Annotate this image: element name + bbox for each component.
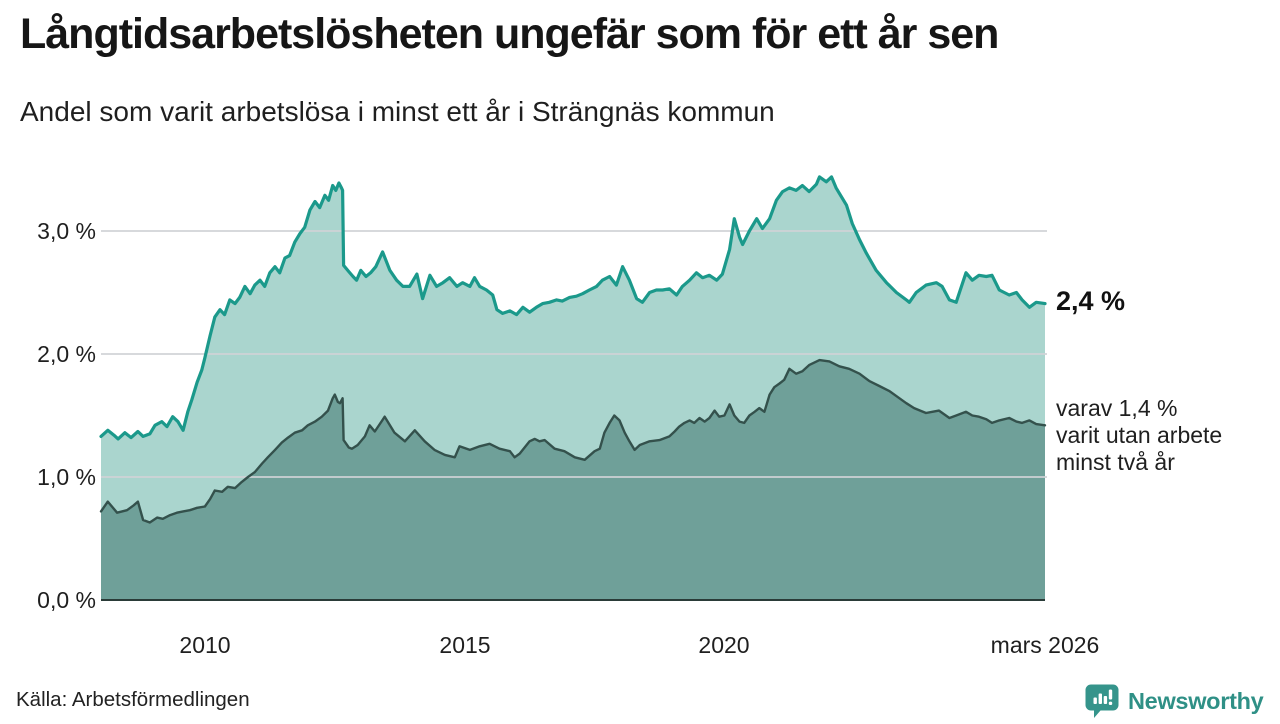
x-axis-tick-mars-2026: mars 2026 xyxy=(990,632,1100,658)
x-axis-tick-2020: 2020 xyxy=(698,632,750,658)
newsworthy-brand-name: Newsworthy xyxy=(1128,688,1264,714)
x-axis-tick-2010: 2010 xyxy=(179,632,231,658)
page-subtitle: Andel som varit arbetslösa i minst ett å… xyxy=(20,96,775,127)
subset-series-label-line3: minst två år xyxy=(1056,449,1175,475)
area-fill xyxy=(101,360,1045,600)
source-note: Källa: Arbetsförmedlingen xyxy=(16,688,250,711)
newsworthy-logo-icon xyxy=(1083,683,1121,719)
subset-series-label: varav 1,4 % varit utan arbete minst två … xyxy=(1056,395,1222,476)
subset-series-label-line2: varit utan arbete xyxy=(1056,422,1223,448)
y-axis-tick-2: 2,0 % xyxy=(37,341,96,367)
series-line xyxy=(99,175,1047,441)
y-axis-tick-0: 0,0 % xyxy=(37,587,96,613)
y-axis-tick-1: 1,0 % xyxy=(37,464,96,490)
series-line xyxy=(99,358,1047,524)
y-axis-tick-3: 3,0 % xyxy=(37,218,96,244)
subset-series-label-line1: varav 1,4 % xyxy=(1056,395,1178,421)
x-axis-tick-2015: 2015 xyxy=(439,632,491,658)
page-title: Långtidsarbetslösheten ungefär som för e… xyxy=(20,10,999,58)
newsworthy-brand: Newsworthy xyxy=(1083,683,1264,719)
series-end-value-label: 2,4 % xyxy=(1056,286,1126,316)
